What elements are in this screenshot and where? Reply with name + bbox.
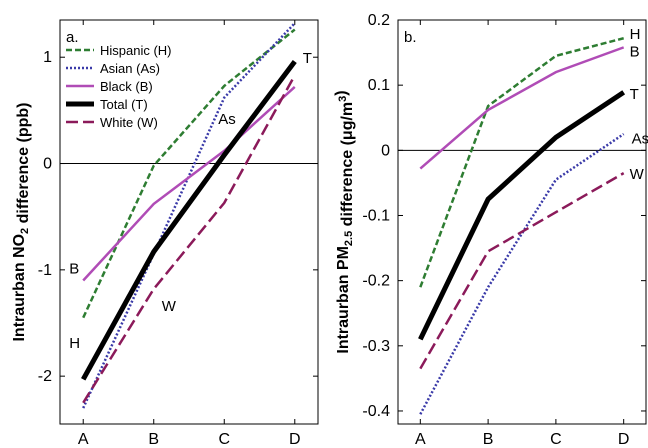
series-annotation-t: T <box>630 86 639 103</box>
panel-label: a. <box>66 29 79 46</box>
y-tick-label: -0.2 <box>362 273 390 290</box>
series-line-w <box>419 172 625 370</box>
y-axis-label-part: difference (μg/m <box>339 102 356 231</box>
legend-entry-as: Asian (As) <box>100 61 160 76</box>
series-line-b <box>419 46 625 170</box>
legend-entry-w: White (W) <box>100 115 158 130</box>
x-tick-label: D <box>618 431 630 448</box>
y-axis-label-part: Intraurban NO <box>11 234 28 342</box>
series-annotation-t: T <box>303 50 312 67</box>
y-tick-label: 0.2 <box>368 12 390 29</box>
series-annotation-w: W <box>630 166 645 183</box>
panel-label: b. <box>404 29 417 46</box>
series-line-as <box>419 132 625 415</box>
y-tick-label: 1 <box>43 49 52 66</box>
y-axis-label: Intraurban NO2 difference (ppb) <box>11 102 32 341</box>
series-line-b <box>82 86 296 282</box>
series-annotation-as: As <box>632 130 648 147</box>
y-tick-label: -0.3 <box>362 338 390 355</box>
legend-entry-h: Hispanic (H) <box>100 43 172 58</box>
y-tick-label: 0 <box>381 142 390 159</box>
series-annotation-w: W <box>162 298 177 315</box>
series-line-t <box>418 90 626 341</box>
series-line-w <box>82 74 296 404</box>
series-annotation-h: H <box>69 335 80 352</box>
x-tick-label: A <box>415 431 426 448</box>
y-axis-label-part: 2 <box>19 228 31 234</box>
x-tick-label: B <box>483 431 494 448</box>
x-tick-label: B <box>148 431 159 448</box>
series-line-h <box>419 37 624 288</box>
y-tick-label: 0 <box>43 156 52 173</box>
y-axis-label-part: 3 <box>337 96 349 102</box>
y-tick-label: -2 <box>38 368 52 385</box>
y-tick-label: -0.4 <box>362 403 390 420</box>
series-annotation-b: B <box>630 44 640 61</box>
x-tick-label: C <box>218 431 230 448</box>
series-line-as <box>82 22 296 409</box>
y-tick-label: -0.1 <box>362 207 390 224</box>
y-axis-label-part: ) <box>333 90 350 95</box>
series-annotation-as: As <box>218 111 236 128</box>
y-axis-label-part: difference (ppb) <box>15 102 32 227</box>
y-axis-label-part: Intraurban PM <box>335 246 352 354</box>
x-tick-label: A <box>78 431 89 448</box>
x-tick-label: D <box>289 431 301 448</box>
plot-frame <box>59 19 319 425</box>
panel-a-chart: -2 -1 0 1 A B C D H B W As Ta. Intraurban NO2 differe… <box>11 19 319 448</box>
plot-frame <box>397 19 647 425</box>
y-tick-label: 0.1 <box>368 77 390 94</box>
series-annotation-h: H <box>630 26 641 43</box>
series-line-t <box>81 59 297 381</box>
x-tick-label: C <box>550 431 562 448</box>
y-axis-label: Intraurban PM2.5 difference (μg/m3) <box>333 90 356 353</box>
legend-entry-t: Total (T) <box>100 97 148 112</box>
panel-b-chart: -0.4-0.3-0.2-0.100.10.2A B C DHBTAsWb.Intra… <box>333 12 648 448</box>
series-annotation-b: B <box>69 261 79 278</box>
y-axis-label-part: 2.5 <box>343 231 355 246</box>
y-tick-label: -1 <box>38 262 52 279</box>
legend-entry-b: Black (B) <box>100 79 153 94</box>
